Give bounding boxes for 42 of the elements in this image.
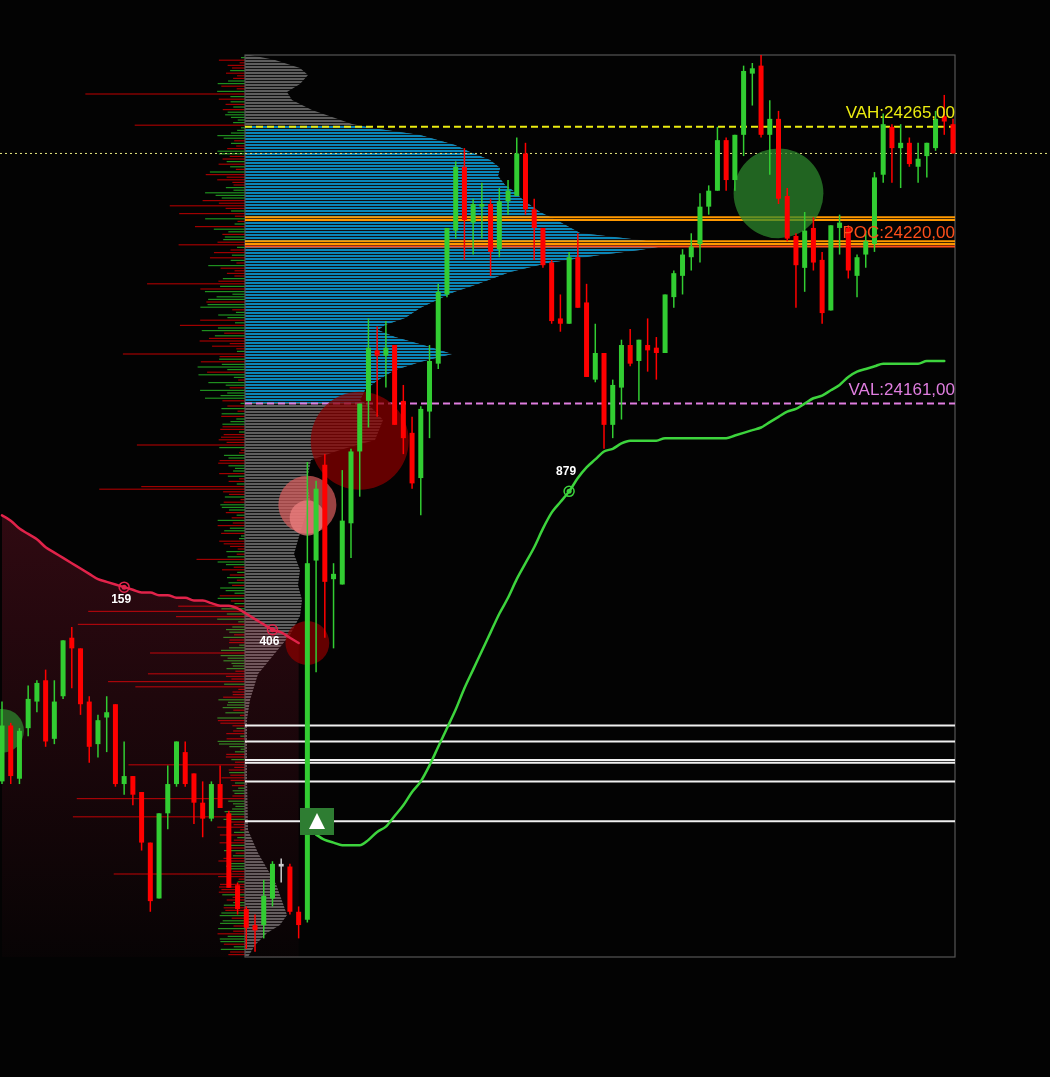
candlestick	[889, 123, 895, 184]
candlestick	[470, 197, 476, 256]
candlestick	[671, 269, 677, 309]
annotation: 879	[556, 464, 577, 479]
candlestick	[837, 213, 843, 256]
candlestick	[688, 232, 694, 272]
candlestick	[706, 184, 712, 216]
candlestick	[479, 181, 485, 240]
annotation: 159	[111, 591, 132, 606]
candlestick	[906, 136, 912, 168]
candlestick	[898, 123, 904, 189]
candlestick	[296, 905, 302, 940]
candlestick	[69, 626, 75, 690]
annotation: 406	[259, 634, 280, 649]
candlestick	[95, 714, 101, 759]
candlestick	[915, 142, 921, 184]
candlestick	[767, 99, 773, 176]
candlestick	[235, 881, 241, 916]
candlestick	[34, 679, 40, 713]
candlestick	[531, 197, 537, 261]
candlestick	[645, 317, 651, 373]
candlestick	[217, 764, 223, 809]
candlestick	[505, 179, 511, 216]
candlestick	[636, 338, 642, 402]
candlestick	[331, 562, 337, 650]
candlestick	[653, 336, 659, 381]
candlestick	[383, 320, 389, 389]
candlestick	[374, 325, 380, 418]
candlestick	[252, 913, 258, 953]
candlestick	[200, 780, 206, 839]
candlestick	[104, 695, 110, 753]
ref-line-label: VAL:24161,00	[848, 379, 955, 399]
candlestick	[557, 293, 563, 333]
candlestick	[627, 328, 633, 368]
candlestick	[680, 248, 686, 296]
candlestick	[243, 905, 249, 950]
candlestick	[278, 857, 284, 884]
candlestick	[924, 142, 930, 179]
candlestick	[749, 62, 755, 107]
candlestick	[121, 740, 127, 796]
candlestick	[130, 775, 136, 807]
candlestick	[854, 253, 860, 298]
